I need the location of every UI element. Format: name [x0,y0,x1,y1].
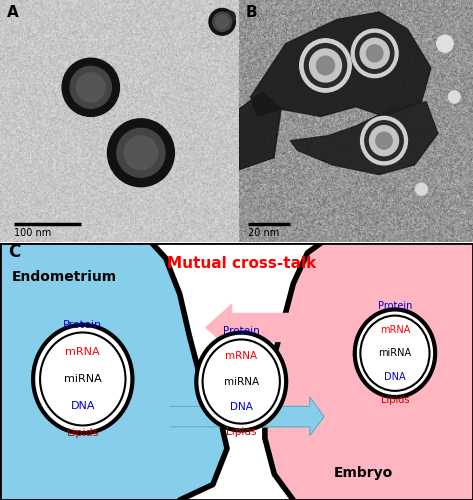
Circle shape [117,128,165,177]
Text: mRNA: mRNA [225,352,257,362]
Polygon shape [265,242,473,500]
Text: 20 nm: 20 nm [248,228,280,238]
Circle shape [376,132,392,149]
Circle shape [356,34,394,73]
Ellipse shape [33,325,132,433]
Circle shape [213,12,232,32]
FancyArrow shape [206,304,300,350]
Polygon shape [170,397,324,436]
Text: Protein: Protein [63,320,102,330]
Polygon shape [251,12,431,117]
Text: DNA: DNA [70,401,95,411]
Text: Mutual cross-talk: Mutual cross-talk [166,256,316,271]
Ellipse shape [355,310,435,397]
Text: Embryo: Embryo [333,466,393,480]
Circle shape [367,45,383,62]
Polygon shape [239,92,281,170]
Text: Protein: Protein [223,326,260,336]
Text: 100 nm: 100 nm [14,228,52,238]
Circle shape [309,49,342,82]
Text: B: B [246,5,257,20]
Text: Protein: Protein [378,302,412,312]
Circle shape [223,11,235,23]
Polygon shape [290,102,438,174]
Circle shape [360,38,389,68]
Text: miRNA: miRNA [224,376,259,386]
Circle shape [416,183,427,195]
Text: Lipids: Lipids [381,395,409,405]
Text: DNA: DNA [384,372,406,382]
Text: DNA: DNA [230,402,253,411]
Circle shape [62,58,119,116]
Circle shape [300,39,351,92]
Circle shape [351,29,398,78]
Text: Lipids: Lipids [226,427,256,437]
Text: C: C [9,243,21,261]
Circle shape [209,8,235,35]
Circle shape [305,44,347,88]
Circle shape [360,116,407,165]
Text: mRNA: mRNA [65,347,100,357]
Circle shape [77,72,105,102]
Circle shape [124,136,158,170]
Circle shape [70,66,112,108]
Circle shape [316,56,334,75]
Text: Lipids: Lipids [67,428,99,438]
Circle shape [216,15,229,28]
Circle shape [437,35,453,52]
Text: mRNA: mRNA [380,325,410,335]
Polygon shape [0,242,227,500]
Ellipse shape [196,332,286,430]
Circle shape [107,119,175,186]
Text: miRNA: miRNA [378,348,412,358]
Circle shape [448,91,460,103]
Text: Endometrium: Endometrium [12,270,117,284]
Circle shape [369,126,399,156]
Text: A: A [7,5,19,20]
Text: miRNA: miRNA [64,374,102,384]
Circle shape [365,121,403,160]
